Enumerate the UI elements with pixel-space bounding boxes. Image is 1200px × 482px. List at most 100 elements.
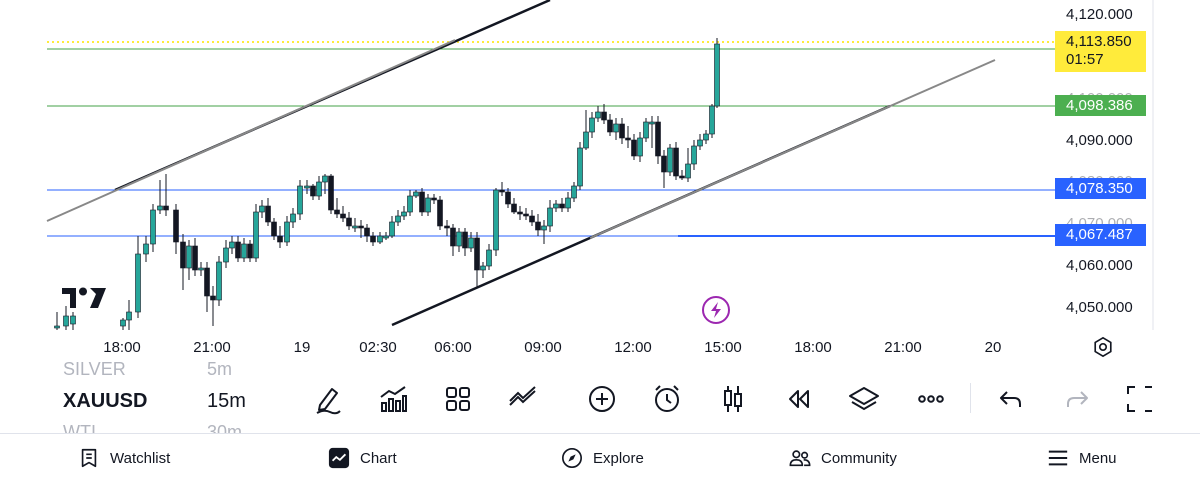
interval-below[interactable]: 30m xyxy=(207,422,243,433)
replay-icon[interactable] xyxy=(782,383,814,415)
interval-above[interactable]: 5m xyxy=(207,359,233,379)
nav-menu-label: Menu xyxy=(1079,449,1117,467)
current-price: 4,113.850 xyxy=(1066,33,1132,50)
candle-body xyxy=(529,215,535,223)
candle-body xyxy=(352,225,358,229)
drawing-tools-icon[interactable] xyxy=(507,383,539,415)
level-tag-blue-2[interactable]: 4,067.487 xyxy=(1055,224,1146,246)
alert-clock-icon[interactable] xyxy=(651,383,683,415)
candle-body xyxy=(377,235,383,243)
candle-body xyxy=(673,147,679,177)
interval-button[interactable]: 15m xyxy=(207,390,246,412)
undo-icon[interactable] xyxy=(995,383,1027,415)
time-label-1200: 12:00 xyxy=(614,339,652,356)
candle-body xyxy=(259,205,265,213)
redo-icon[interactable] xyxy=(1061,383,1093,415)
channel-upper-gray[interactable] xyxy=(46,39,456,222)
time-label-20: 20 xyxy=(984,339,1002,356)
nav-chart-label: Chart xyxy=(360,449,397,467)
candle-body xyxy=(395,215,401,223)
candle-body xyxy=(655,121,661,157)
candle-body xyxy=(241,243,247,259)
candle-body xyxy=(589,117,595,133)
candle-body xyxy=(714,43,720,107)
fullscreen-icon[interactable] xyxy=(1124,383,1156,415)
candle-body xyxy=(661,155,667,173)
candle-body xyxy=(70,315,76,325)
candle-body xyxy=(631,139,637,157)
candle-body xyxy=(571,185,577,199)
candle-body xyxy=(389,221,395,237)
candle-body xyxy=(358,225,364,229)
candle-body xyxy=(54,325,60,329)
indicators-icon[interactable] xyxy=(377,383,409,415)
candle-body xyxy=(271,221,277,237)
symbol-below[interactable]: WTI xyxy=(63,422,96,433)
pencil-icon[interactable] xyxy=(312,383,344,415)
bar-countdown: 01:57 xyxy=(1066,51,1104,68)
candle-body xyxy=(583,131,589,149)
candle-body xyxy=(157,205,163,211)
candle-body xyxy=(383,235,389,239)
candles-icon[interactable] xyxy=(717,383,749,415)
candle-body xyxy=(284,221,290,243)
nav-watchlist-label: Watchlist xyxy=(110,449,171,467)
nav-explore-label: Explore xyxy=(593,449,644,467)
time-label-0600: 06:00 xyxy=(434,339,472,356)
channel-lower-gray[interactable] xyxy=(589,59,996,239)
candle-body xyxy=(265,205,271,223)
symbol-button[interactable]: XAUUSD xyxy=(63,390,148,412)
candle-body xyxy=(120,319,126,327)
candle-body xyxy=(559,203,565,209)
nav-explore[interactable]: Explore xyxy=(561,434,644,482)
more-icon[interactable] xyxy=(915,383,947,415)
candle-body xyxy=(486,249,492,267)
candle-body xyxy=(613,123,619,133)
price-chart[interactable] xyxy=(0,0,1200,365)
candle-body xyxy=(223,247,229,263)
candle-body xyxy=(180,241,186,269)
time-label-1800-b: 18:00 xyxy=(794,339,832,356)
nav-menu[interactable]: Menu xyxy=(1047,434,1117,482)
candle-body xyxy=(310,185,316,197)
candle-body xyxy=(413,191,419,197)
chart-area[interactable]: 4,120.000 4,100.000 4,090.000 4,080.000 … xyxy=(0,0,1200,365)
candle-body xyxy=(340,213,346,219)
candle-body xyxy=(474,237,480,271)
chart-settings-icon[interactable] xyxy=(1092,336,1114,358)
time-label-2100-b: 21:00 xyxy=(884,339,922,356)
candle-body xyxy=(535,221,541,231)
price-label-4090: 4,090.000 xyxy=(1066,132,1133,149)
candle-body xyxy=(135,253,141,313)
nav-community-label: Community xyxy=(821,449,897,467)
candle-body xyxy=(370,235,376,243)
level-tag-blue-1[interactable]: 4,078.350 xyxy=(1055,178,1146,199)
candle-body xyxy=(601,111,607,121)
tradingview-logo xyxy=(62,287,106,308)
symbol-above[interactable]: SILVER xyxy=(63,359,126,379)
level-tag-green[interactable]: 4,098.386 xyxy=(1055,95,1146,116)
candle-body xyxy=(407,195,413,213)
candle-body xyxy=(703,133,709,141)
candle-body xyxy=(595,111,601,119)
candle-body xyxy=(253,211,259,259)
layouts-icon[interactable] xyxy=(442,383,474,415)
add-icon[interactable] xyxy=(586,383,618,415)
candle-body xyxy=(607,119,613,133)
nav-watchlist[interactable]: Watchlist xyxy=(78,434,170,482)
candle-body xyxy=(517,211,523,215)
nav-chart[interactable]: Chart xyxy=(328,434,397,482)
candle-body xyxy=(316,181,322,197)
candle-body xyxy=(163,205,169,211)
nav-community[interactable]: Community xyxy=(789,434,897,482)
candle-body xyxy=(143,243,149,255)
lightning-icon[interactable] xyxy=(701,295,731,325)
candle-body xyxy=(204,267,210,297)
time-label-1800: 18:00 xyxy=(103,339,141,356)
layers-icon[interactable] xyxy=(848,383,880,415)
candle-body xyxy=(462,231,468,249)
toolbar-divider xyxy=(970,383,971,413)
bottom-nav: Watchlist Chart Explore Community Menu xyxy=(0,433,1200,482)
candle-body xyxy=(541,225,547,231)
candle-body xyxy=(173,209,179,243)
